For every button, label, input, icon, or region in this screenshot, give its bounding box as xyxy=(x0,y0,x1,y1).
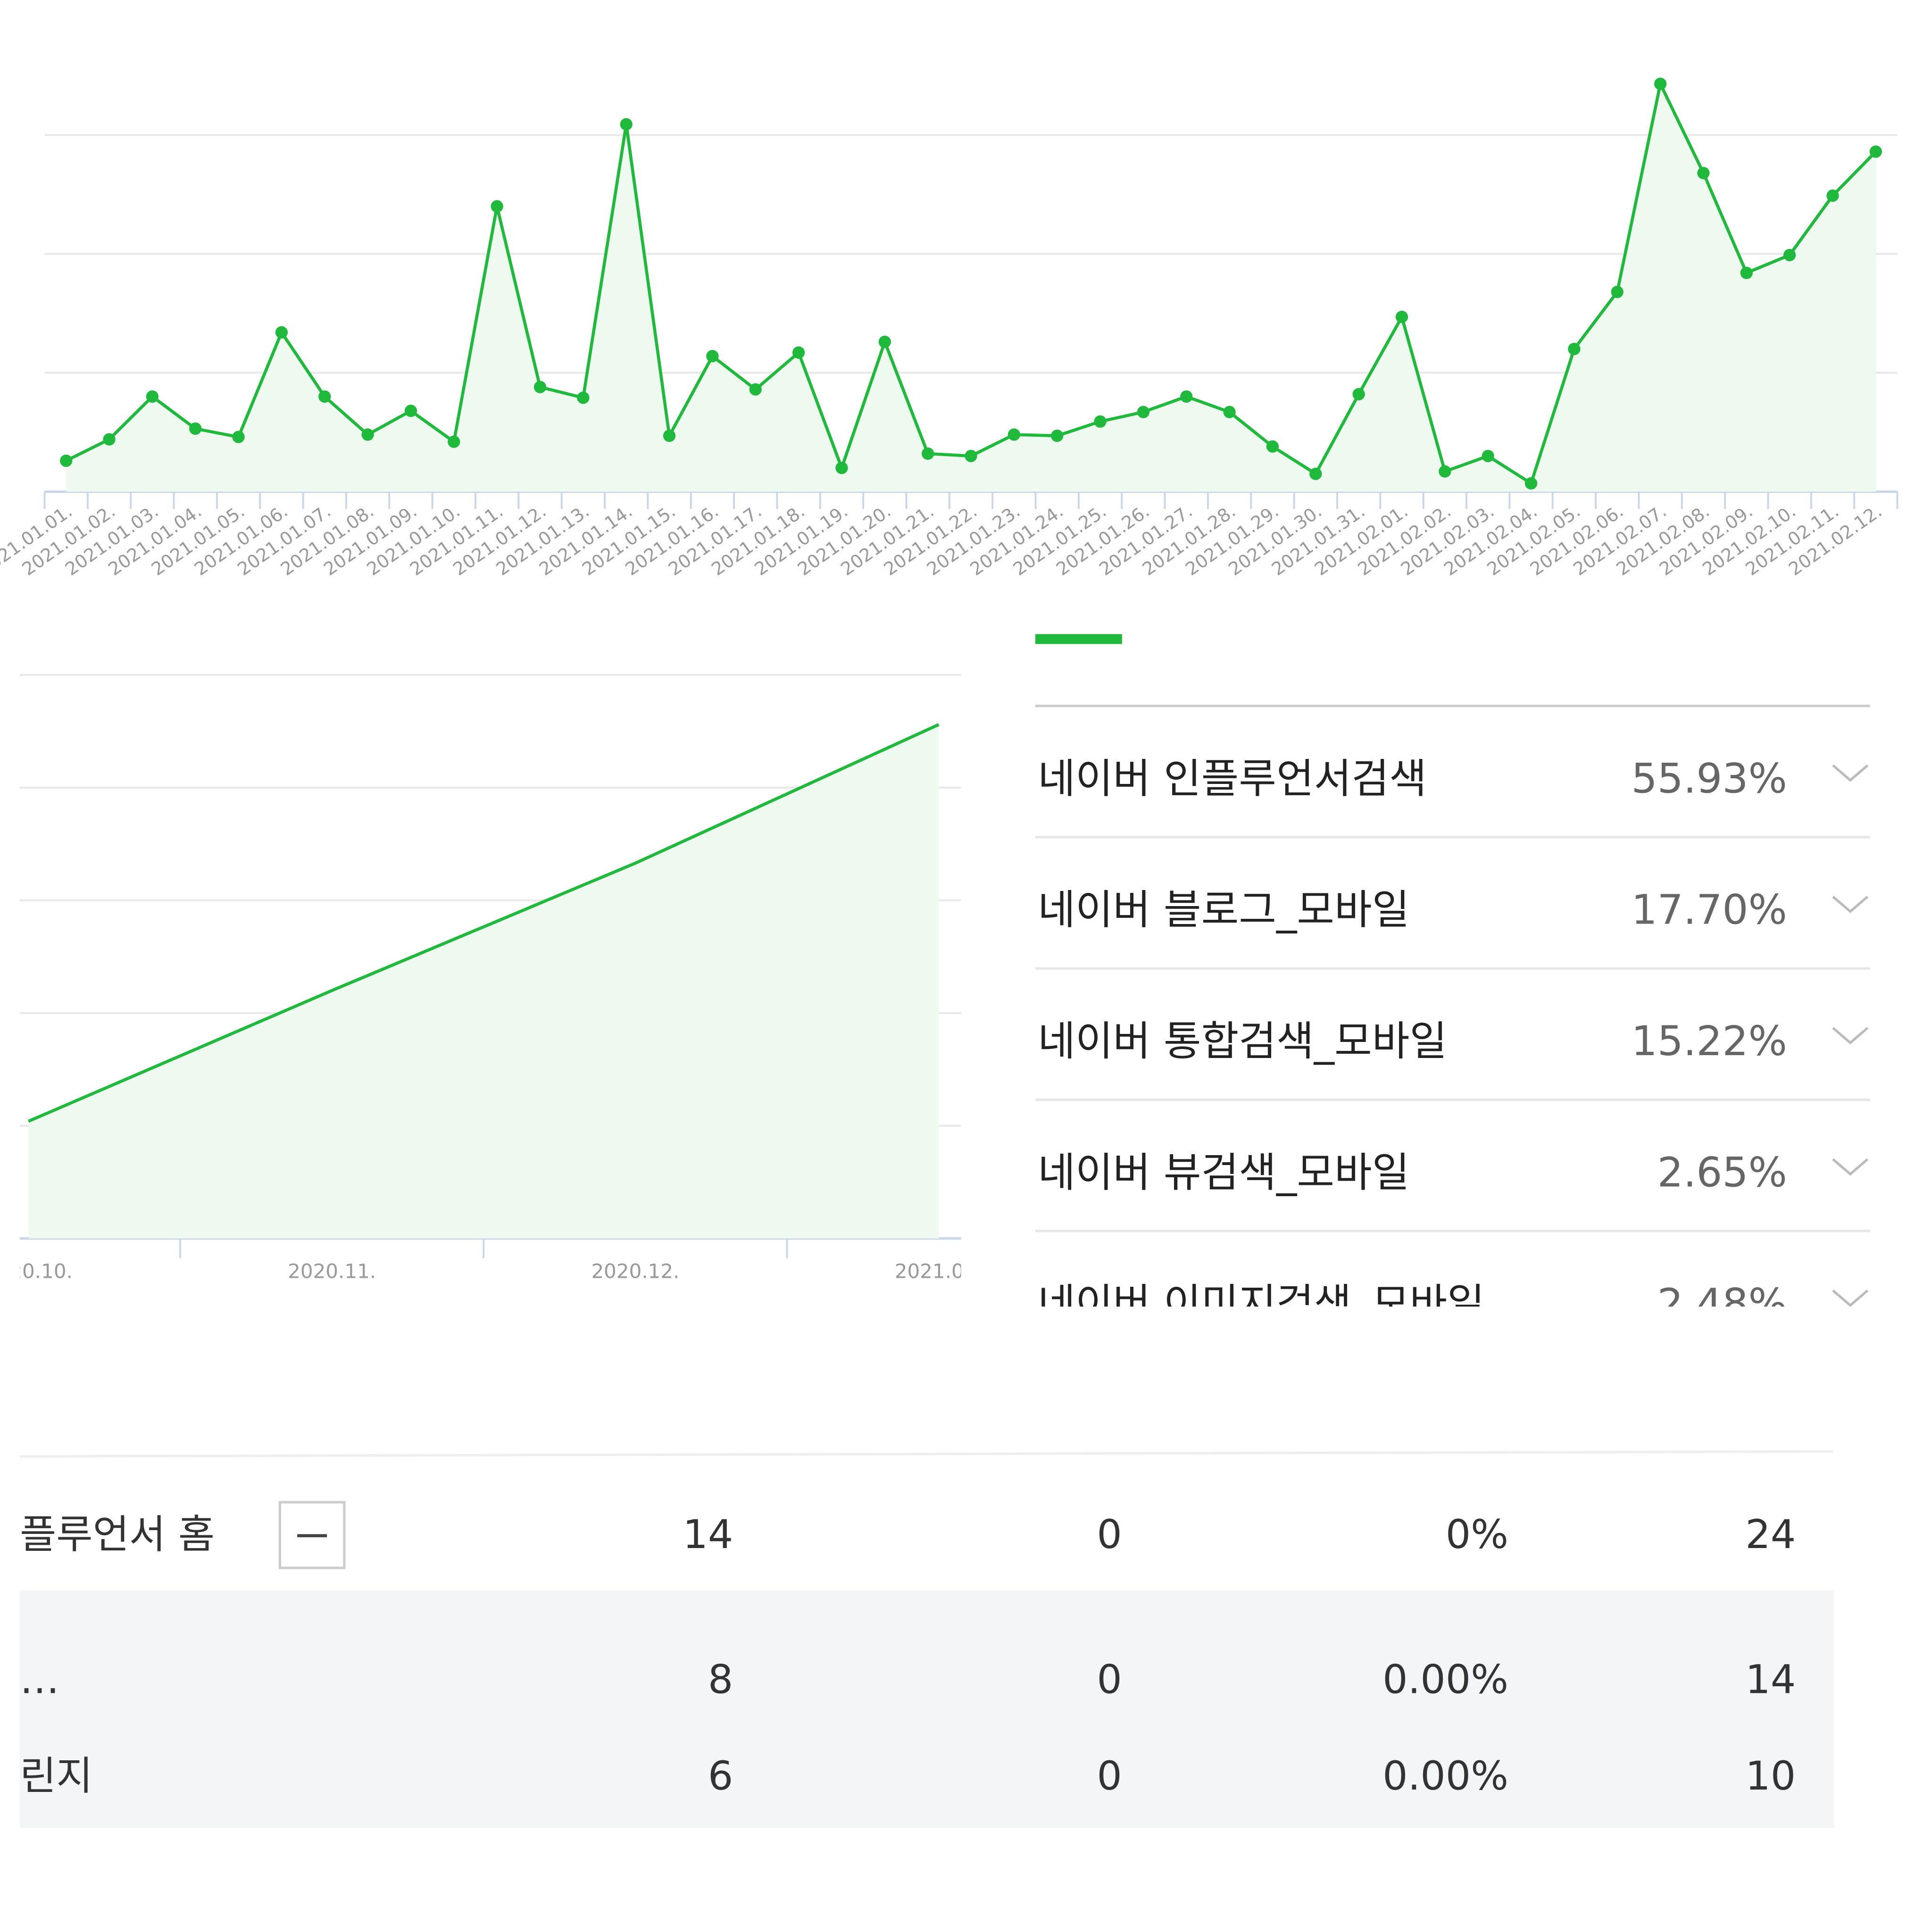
source-name: 네이버 인플루언서검색 xyxy=(1038,755,1426,802)
point xyxy=(1266,440,1279,453)
point xyxy=(835,461,848,475)
point xyxy=(1309,467,1322,480)
point xyxy=(965,450,977,462)
table-number: 0 xyxy=(1097,1656,1122,1702)
table-number: 24 xyxy=(1745,1511,1796,1557)
table-number: 14 xyxy=(683,1511,733,1557)
point xyxy=(663,429,676,442)
point xyxy=(533,381,547,393)
source-share: 15.22% xyxy=(1631,1018,1787,1065)
table-number: 8 xyxy=(708,1656,733,1702)
x-tick-label: 2021.01. xyxy=(895,1260,983,1283)
point xyxy=(1395,310,1408,323)
point xyxy=(318,390,331,403)
expand-chevron xyxy=(1832,1027,1869,1045)
point xyxy=(1869,145,1882,158)
table-number: 0 xyxy=(1097,1511,1122,1557)
source-name: 네이버 뷰검색_모바일 xyxy=(1038,1149,1409,1196)
point xyxy=(189,422,202,435)
point xyxy=(792,346,805,359)
point xyxy=(1439,465,1451,478)
table-number: 10 xyxy=(1745,1753,1796,1799)
point xyxy=(1051,429,1064,442)
source-share: 2.65% xyxy=(1657,1149,1787,1196)
point xyxy=(1654,77,1667,90)
point xyxy=(103,433,116,446)
source-name: 네이버 블로그_모바일 xyxy=(1038,887,1409,934)
point xyxy=(577,391,590,404)
point xyxy=(620,118,633,131)
table-highlight xyxy=(20,1590,1834,1828)
expand-chevron xyxy=(1832,1158,1869,1176)
expand-chevron xyxy=(1832,895,1869,913)
table-number: 6 xyxy=(708,1753,733,1799)
point xyxy=(922,447,934,460)
monthly-chart: 2020.10. 2020.11. 2020.12. 2021.01. xyxy=(0,674,983,1283)
table-number: 14 xyxy=(1745,1656,1796,1702)
source-name: 네이버 통합검색_모바일 xyxy=(1038,1018,1447,1065)
point xyxy=(404,404,417,417)
point xyxy=(1008,428,1020,441)
point xyxy=(1740,266,1753,279)
table-number: 0.00% xyxy=(1382,1656,1508,1702)
data-table: 플루언서 홈 14 0 0% 24 … 8 0 0.00% 14 린지 6 0 0.00% 10 xyxy=(20,1450,1834,1828)
table-number: 0 xyxy=(1097,1753,1122,1799)
point xyxy=(878,335,891,348)
area xyxy=(28,724,939,1239)
point xyxy=(1094,415,1107,428)
point xyxy=(1137,406,1150,418)
point xyxy=(491,200,503,213)
table-label: … xyxy=(20,1656,59,1702)
point xyxy=(1524,477,1538,490)
source-list: 네이버 인플루언서검색 55.93% 네이버 블로그_모바일 17.70% 네이버 통합… xyxy=(1035,634,1870,1328)
point xyxy=(275,326,288,339)
table-label: 플루언서 홈 xyxy=(20,1511,215,1557)
point xyxy=(1697,167,1710,179)
x-tick-label: 2020.11. xyxy=(288,1260,376,1283)
point xyxy=(706,350,719,363)
expand-chevron xyxy=(1832,764,1869,782)
point xyxy=(1352,388,1365,400)
source-share: 2.48% xyxy=(1657,1281,1787,1328)
point xyxy=(1568,342,1581,356)
table-top-line xyxy=(20,1450,1833,1458)
point xyxy=(1783,249,1796,261)
point xyxy=(448,435,460,448)
line xyxy=(28,723,940,1123)
expand-chevron xyxy=(1832,1289,1869,1307)
x-tick-label: 2020.10. xyxy=(0,1260,73,1283)
point xyxy=(1611,285,1624,299)
point xyxy=(749,383,762,396)
point xyxy=(361,428,374,441)
area xyxy=(66,83,1876,492)
point xyxy=(1482,450,1494,462)
point xyxy=(146,390,159,403)
point xyxy=(1180,390,1193,403)
x-tick-label: 2020.12. xyxy=(591,1260,679,1283)
point xyxy=(60,454,73,467)
point xyxy=(1826,189,1839,202)
source-share: 17.70% xyxy=(1631,887,1787,934)
active-tab-underline xyxy=(1035,634,1122,644)
source-name: 네이버 이미지검색_모바일 xyxy=(1038,1281,1484,1328)
table-number: 0.00% xyxy=(1382,1753,1508,1799)
table-number: 0% xyxy=(1446,1511,1508,1557)
table-label: 린지 xyxy=(20,1753,93,1799)
point xyxy=(232,431,245,443)
source-share: 55.93% xyxy=(1631,755,1787,802)
point xyxy=(1223,406,1236,418)
